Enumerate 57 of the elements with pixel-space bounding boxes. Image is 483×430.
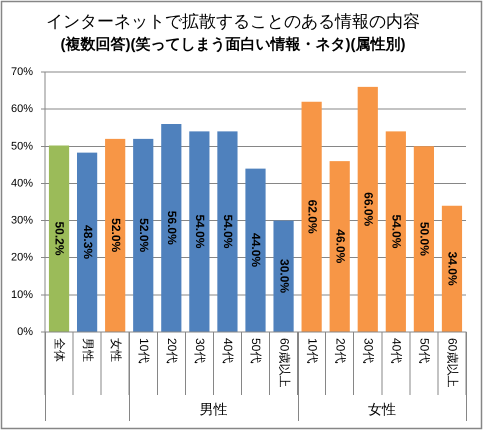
bar bbox=[245, 168, 266, 332]
bar bbox=[161, 124, 182, 332]
data-label: 54.0% bbox=[193, 214, 208, 249]
y-tick-label: 60% bbox=[10, 103, 34, 116]
bar bbox=[189, 131, 210, 332]
data-label: 48.3% bbox=[80, 225, 95, 260]
bar bbox=[76, 152, 98, 332]
x-tick-label: 30代 bbox=[193, 338, 208, 364]
x-tick-label: 60歳以上 bbox=[277, 338, 292, 388]
text: 女性 bbox=[368, 400, 396, 417]
data-label: 34.0% bbox=[446, 252, 460, 286]
x-tick-label: 40代 bbox=[221, 338, 236, 364]
data-label: 66.0% bbox=[361, 192, 376, 227]
x-tick-label: 20代 bbox=[164, 338, 179, 364]
x-tick-label: 男性 bbox=[80, 338, 95, 362]
x-tick-label: 60歳以上 bbox=[446, 338, 460, 388]
data-label: 50.0% bbox=[418, 222, 432, 256]
y-tick-label: 40% bbox=[10, 177, 34, 190]
y-tick-label: 10% bbox=[10, 288, 34, 301]
x-tick-label: 50代 bbox=[249, 338, 264, 364]
bar bbox=[217, 131, 238, 332]
bar bbox=[442, 206, 462, 332]
bar bbox=[358, 86, 378, 332]
data-label: 54.0% bbox=[221, 214, 236, 249]
y-tick-label: 20% bbox=[10, 252, 34, 264]
y-tick-label: 0% bbox=[17, 326, 34, 338]
x-tick-label: 30代 bbox=[361, 338, 376, 364]
text: 男性 bbox=[199, 400, 228, 417]
chart-subtitle: (複数回答)(笑ってしまう面白い情報・ネタ)(属性別) bbox=[60, 36, 406, 54]
bar bbox=[386, 131, 406, 332]
x-tick-label: 50代 bbox=[418, 338, 432, 364]
data-label: 50.2% bbox=[52, 222, 67, 256]
x-tick-label: 20代 bbox=[333, 338, 348, 364]
x-tick-label: 10代 bbox=[136, 338, 151, 364]
y-tick-label: 50% bbox=[10, 140, 34, 152]
data-label: 52.0% bbox=[108, 218, 123, 253]
bar bbox=[48, 146, 70, 332]
x-tick-label: 40代 bbox=[390, 338, 404, 364]
data-label: 56.0% bbox=[164, 210, 179, 246]
bar bbox=[414, 146, 434, 332]
data-label: 46.0% bbox=[333, 229, 348, 264]
data-label: 52.0% bbox=[136, 218, 151, 253]
x-tick-label: 10代 bbox=[305, 338, 320, 364]
chart-title: インターネットで拡散することのある情報の内容 bbox=[46, 12, 420, 31]
data-label: 62.0% bbox=[305, 200, 320, 234]
x-tick-label: 女性 bbox=[108, 338, 123, 362]
y-tick-label: 70% bbox=[10, 66, 34, 78]
y-tick-label: 30% bbox=[10, 214, 34, 227]
data-label: 30.0% bbox=[277, 259, 292, 294]
bar bbox=[330, 161, 350, 332]
bar bbox=[105, 138, 126, 332]
bar bbox=[133, 138, 154, 332]
data-label: 54.0% bbox=[390, 214, 404, 249]
bar bbox=[273, 220, 294, 332]
bar bbox=[302, 102, 322, 332]
x-tick-label: 全体 bbox=[52, 338, 67, 362]
data-label: 44.0% bbox=[249, 233, 264, 268]
